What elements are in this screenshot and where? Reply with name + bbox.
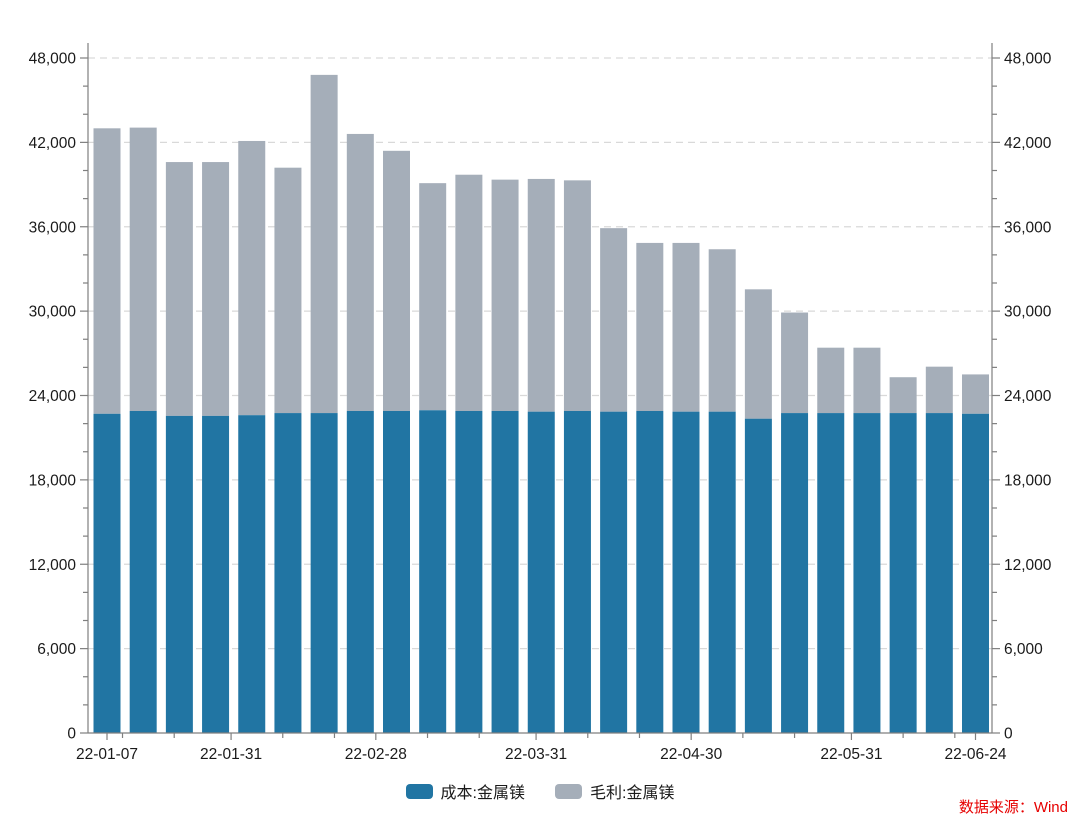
svg-text:0: 0 [1004, 726, 1013, 743]
svg-text:18,000: 18,000 [29, 472, 77, 489]
profit-series-swatch [555, 783, 582, 799]
svg-text:6,000: 6,000 [37, 641, 76, 658]
svg-text:24,000: 24,000 [1004, 388, 1052, 405]
svg-text:12,000: 12,000 [29, 557, 77, 574]
legend-item-cost: 成本:金属镁 [405, 779, 525, 803]
svg-text:22-01-07: 22-01-07 [76, 746, 138, 763]
svg-text:0: 0 [67, 726, 76, 743]
svg-text:48,000: 48,000 [1004, 51, 1052, 68]
svg-text:42,000: 42,000 [29, 135, 77, 152]
data-source-note: 数据来源：Wind [958, 799, 1068, 816]
svg-text:42,000: 42,000 [1004, 135, 1052, 152]
svg-text:22-02-28: 22-02-28 [345, 746, 407, 763]
svg-text:18,000: 18,000 [1004, 472, 1052, 489]
svg-text:12,000: 12,000 [1004, 557, 1052, 574]
svg-text:24,000: 24,000 [29, 388, 77, 405]
svg-text:6,000: 6,000 [1004, 641, 1043, 658]
svg-text:36,000: 36,000 [1004, 219, 1052, 236]
legend-item-profit: 毛利:金属镁 [555, 779, 674, 803]
profit-series-label: 毛利:金属镁 [590, 785, 675, 802]
svg-text:22-03-31: 22-03-31 [505, 746, 567, 763]
svg-text:30,000: 30,000 [29, 304, 77, 321]
svg-text:30,000: 30,000 [1004, 304, 1052, 321]
cost-series-swatch [405, 783, 433, 799]
svg-text:22-01-31: 22-01-31 [200, 746, 262, 763]
svg-text:48,000: 48,000 [29, 51, 77, 68]
svg-text:36,000: 36,000 [29, 219, 77, 236]
stacked-bar-chart-canvas: 0 0 6,000 6,000 12,000 12,000 18,000 18,000 24,0… [29, 43, 1052, 763]
svg-text:22-05-31: 22-05-31 [820, 746, 882, 763]
svg-text:22-04-30: 22-04-30 [660, 746, 722, 763]
cost-series-label: 成本:金属镁 [440, 785, 525, 802]
svg-text:22-06-24: 22-06-24 [944, 746, 1006, 763]
chart-legend: 成本:金属镁 毛利:金属镁 [0, 779, 1080, 803]
